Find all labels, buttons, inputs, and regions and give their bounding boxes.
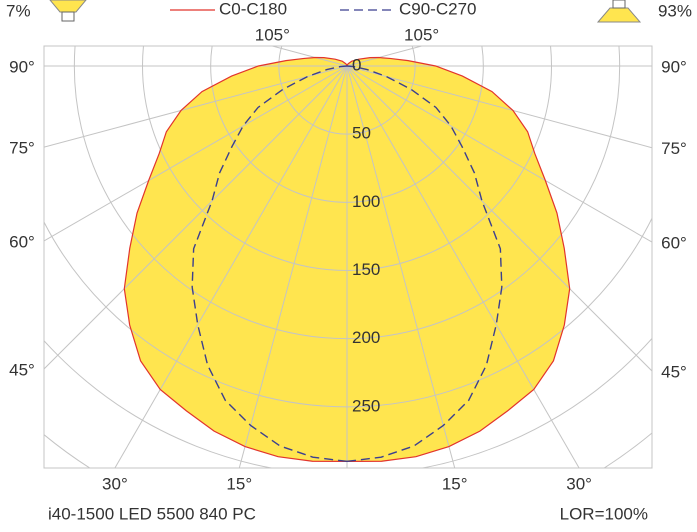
grid-ray <box>272 46 348 67</box>
downward-ratio: 93% <box>658 1 692 20</box>
r-tick-label: 50 <box>352 124 371 143</box>
grid-ray <box>238 65 348 468</box>
grid-ray <box>44 65 348 370</box>
angle-tick-label: 15° <box>226 474 252 493</box>
grid-ray <box>346 65 652 243</box>
upward-icon <box>49 0 87 13</box>
intensity-curve <box>191 65 348 463</box>
grid-ray <box>346 65 456 468</box>
intensity-curve <box>346 65 503 463</box>
grid-ray <box>346 65 652 372</box>
grid-ray <box>346 65 580 468</box>
r-tick-label: 100 <box>352 192 380 211</box>
r-tick-label: 200 <box>352 328 380 347</box>
angle-tick-label: 45° <box>9 360 35 379</box>
angle-tick-label: 60° <box>9 232 35 251</box>
angle-tick-label: 15° <box>442 474 468 493</box>
angle-tick-label: 105° <box>255 25 290 44</box>
angle-tick-label: 75° <box>9 139 35 158</box>
r-tick-label: 250 <box>352 396 380 415</box>
grid-ray <box>44 65 348 148</box>
grid-ray <box>346 65 652 149</box>
downward-icon <box>596 7 642 23</box>
r-tick-label: 150 <box>352 260 380 279</box>
footer-lor: LOR=100% <box>560 504 648 523</box>
legend-label: C90-C270 <box>399 0 477 18</box>
angle-tick-label: 30° <box>102 474 128 493</box>
legend-label: C0-C180 <box>219 0 287 18</box>
angle-tick-label: 60° <box>661 234 687 253</box>
grid-ray <box>346 46 422 67</box>
grid-ray <box>44 65 348 242</box>
downward-icon-box <box>612 0 626 9</box>
angle-tick-label: 75° <box>661 139 687 158</box>
grid-ray <box>114 65 348 468</box>
upward-ratio: 7% <box>6 1 31 20</box>
intensity-curve <box>123 56 348 462</box>
angle-tick-label: 30° <box>566 474 592 493</box>
angle-tick-label: 105° <box>404 25 439 44</box>
angle-tick-label: 45° <box>661 362 687 381</box>
upward-icon-box <box>61 11 75 22</box>
angle-tick-label: 90° <box>661 57 687 76</box>
r-tick-label: 0 <box>352 55 361 74</box>
plot-frame <box>43 45 653 469</box>
intensity-curve <box>346 56 571 462</box>
angle-tick-label: 90° <box>9 57 35 76</box>
footer-luminaire: i40-1500 LED 5500 840 PC <box>48 504 256 523</box>
